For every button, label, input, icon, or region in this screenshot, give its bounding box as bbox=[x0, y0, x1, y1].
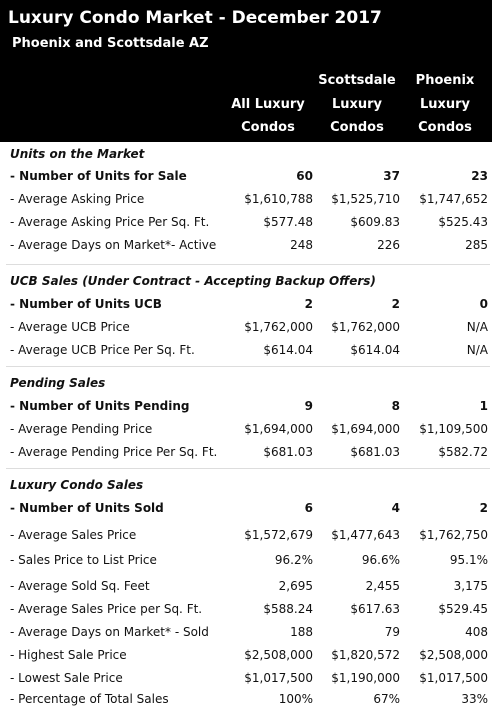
cell-value: 96.2% bbox=[274, 553, 313, 567]
cell-value: 96.6% bbox=[361, 553, 400, 567]
cell-value: 285 bbox=[465, 238, 488, 252]
cell-value: $588.24 bbox=[263, 602, 313, 616]
column-header: Scottsdale bbox=[318, 73, 396, 88]
separator bbox=[6, 468, 490, 469]
row-label: - Average Sold Sq. Feet bbox=[10, 579, 150, 593]
column-header: All Luxury bbox=[231, 96, 305, 112]
header-band bbox=[0, 0, 492, 142]
cell-value: 2 bbox=[391, 297, 400, 311]
row-label: - Number of Units UCB bbox=[10, 297, 162, 311]
row-label: - Number of Units Sold bbox=[10, 501, 164, 515]
column-header: Condos bbox=[418, 120, 472, 135]
cell-value: $1,762,000 bbox=[331, 320, 400, 334]
cell-value: 4 bbox=[391, 501, 400, 515]
cell-value: 1 bbox=[479, 399, 488, 413]
cell-value: 3,175 bbox=[453, 579, 488, 593]
row-label: - Sales Price to List Price bbox=[10, 553, 157, 567]
subtitle: Phoenix and Scottsdale AZ bbox=[12, 36, 209, 51]
cell-value: 188 bbox=[290, 625, 313, 639]
cell-value: 23 bbox=[471, 169, 488, 183]
cell-value: N/A bbox=[466, 343, 488, 357]
row-label: - Average Sales Price bbox=[10, 528, 137, 542]
cell-value: $614.04 bbox=[350, 343, 400, 357]
cell-value: 60 bbox=[296, 169, 313, 183]
cell-value: N/A bbox=[466, 320, 488, 334]
cell-value: 2,695 bbox=[278, 579, 313, 593]
cell-value: $1,762,000 bbox=[244, 320, 313, 334]
cell-value: 95.1% bbox=[449, 553, 488, 567]
row-label: - Average Days on Market* - Sold bbox=[10, 625, 209, 639]
cell-value: 2 bbox=[479, 501, 488, 515]
row-label: - Average Pending Price Per Sq. Ft. bbox=[10, 445, 218, 459]
column-header: Luxury bbox=[331, 96, 383, 112]
cell-value: $609.83 bbox=[350, 215, 400, 229]
cell-value: $529.45 bbox=[438, 602, 488, 616]
separator bbox=[6, 366, 490, 367]
cell-value: 67% bbox=[373, 692, 400, 706]
row-label: - Average Sales Price per Sq. Ft. bbox=[10, 602, 203, 616]
cell-value: $1,572,679 bbox=[244, 528, 313, 542]
cell-value: 2 bbox=[304, 297, 313, 311]
cell-value: 100% bbox=[278, 692, 313, 706]
cell-value: $1,694,000 bbox=[331, 422, 400, 436]
row-label: - Lowest Sale Price bbox=[10, 671, 123, 685]
cell-value: $525.43 bbox=[438, 215, 488, 229]
cell-value: $1,747,652 bbox=[419, 192, 488, 206]
cell-value: $1,820,572 bbox=[331, 648, 400, 662]
row-label: - Average UCB Price bbox=[10, 320, 130, 334]
cell-value: $617.63 bbox=[350, 602, 400, 616]
cell-value: $582.72 bbox=[438, 445, 488, 459]
column-header: Phoenix bbox=[415, 73, 475, 88]
row-label: - Average Asking Price bbox=[10, 192, 145, 206]
cell-value: $1,017,500 bbox=[419, 671, 488, 685]
cell-value: 0 bbox=[479, 297, 488, 311]
cell-value: $1,109,500 bbox=[419, 422, 488, 436]
cell-value: 6 bbox=[304, 501, 313, 515]
cell-value: 226 bbox=[377, 238, 400, 252]
row-label: - Average UCB Price Per Sq. Ft. bbox=[10, 343, 195, 357]
cell-value: $2,508,000 bbox=[244, 648, 313, 662]
cell-value: $1,017,500 bbox=[244, 671, 313, 685]
cell-value: 2,455 bbox=[365, 579, 400, 593]
row-label: - Average Asking Price Per Sq. Ft. bbox=[10, 215, 210, 229]
cell-value: 248 bbox=[290, 238, 313, 252]
cell-value: 79 bbox=[384, 625, 400, 639]
cell-value: 33% bbox=[461, 692, 488, 706]
cell-value: $2,508,000 bbox=[419, 648, 488, 662]
cell-value: $681.03 bbox=[263, 445, 313, 459]
title: Luxury Condo Market - December 2017 bbox=[8, 8, 382, 28]
section-title: Luxury Condo Sales bbox=[10, 478, 144, 492]
row-label: - Percentage of Total Sales bbox=[10, 692, 169, 706]
cell-value: $1,610,788 bbox=[244, 192, 313, 206]
row-label: - Number of Units for Sale bbox=[10, 169, 187, 183]
row-label: - Average Pending Price bbox=[10, 422, 153, 436]
cell-value: $614.04 bbox=[263, 343, 313, 357]
cell-value: 408 bbox=[465, 625, 488, 639]
cell-value: $1,525,710 bbox=[331, 192, 400, 206]
row-label: - Average Days on Market*- Active bbox=[10, 238, 217, 252]
cell-value: $1,190,000 bbox=[331, 671, 400, 685]
cell-value: $577.48 bbox=[263, 215, 313, 229]
cell-value: 37 bbox=[383, 169, 400, 183]
cell-value: $1,477,643 bbox=[331, 528, 400, 542]
cell-value: $1,694,000 bbox=[244, 422, 313, 436]
cell-value: 8 bbox=[391, 399, 400, 413]
section-title: Units on the Market bbox=[10, 147, 145, 161]
row-label: - Highest Sale Price bbox=[10, 648, 127, 662]
cell-value: $1,762,750 bbox=[419, 528, 488, 542]
cell-value: 9 bbox=[304, 399, 313, 413]
section-title: Pending Sales bbox=[10, 376, 106, 390]
column-header: Condos bbox=[241, 120, 295, 135]
cell-value: $681.03 bbox=[350, 445, 400, 459]
separator bbox=[6, 264, 490, 265]
column-header: Condos bbox=[330, 120, 384, 135]
row-label: - Number of Units Pending bbox=[10, 399, 190, 413]
column-header: Luxury bbox=[419, 96, 471, 112]
section-title: UCB Sales (Under Contract - Accepting Ba… bbox=[10, 274, 376, 288]
